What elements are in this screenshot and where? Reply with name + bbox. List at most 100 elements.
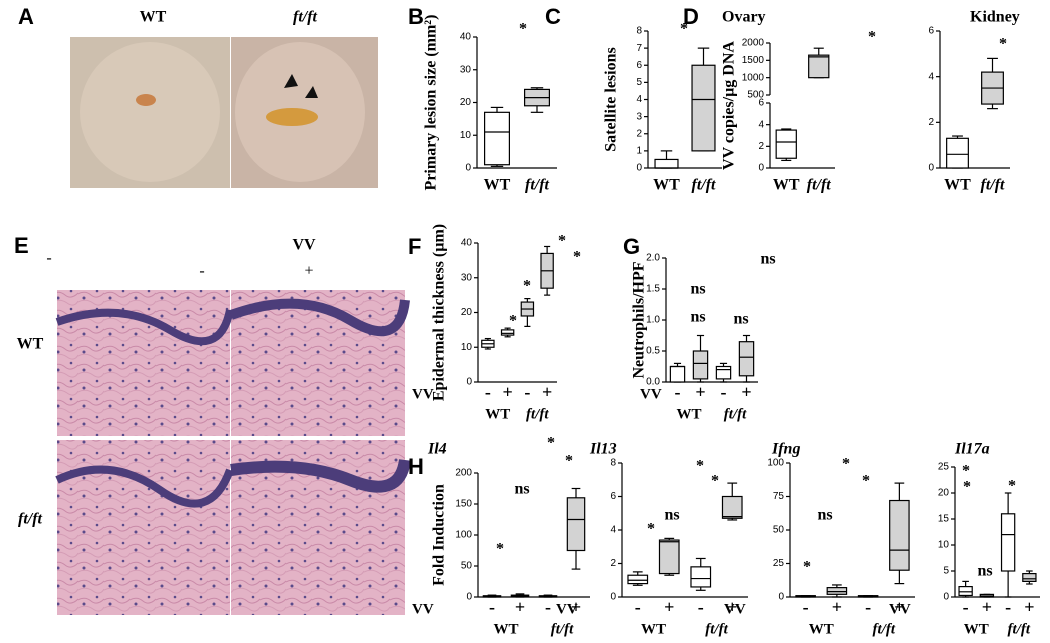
y-tick-label: 2: [928, 117, 934, 128]
box: [566, 497, 586, 552]
group-label: ft/ft: [724, 406, 747, 422]
y-tick-label: 4: [610, 525, 616, 536]
y-tick-label: 1500: [742, 55, 765, 66]
y-tick-label: 0: [466, 377, 472, 388]
box: [1022, 572, 1037, 582]
annotation: *: [565, 453, 573, 470]
x-tick-label: -: [803, 597, 809, 617]
y-axis-label: Fold Induction: [431, 484, 448, 586]
box: [691, 64, 716, 152]
x-group-label: VV: [640, 386, 662, 402]
y-tick-label: 150: [455, 499, 472, 510]
annotation: *: [711, 473, 719, 490]
x-tick-label: ft/ft: [692, 177, 717, 194]
condition-label: -: [199, 263, 204, 280]
x-group-label: VV: [412, 601, 434, 617]
y-tick-label: 6: [610, 491, 616, 502]
x-tick-label: +: [727, 597, 737, 617]
group-label: WT: [809, 621, 834, 637]
y-tick-label: 75: [773, 491, 785, 502]
annotation: ns: [733, 311, 748, 328]
y-tick-label: 2: [636, 128, 642, 139]
box: [484, 111, 511, 166]
y-tick-label: 0: [466, 592, 472, 603]
x-tick-label: WT: [944, 177, 971, 194]
y-tick-label: 100: [455, 530, 472, 541]
x-group-label: VV: [889, 601, 911, 617]
y-tick-label: 10: [460, 130, 472, 141]
y-tick-label: 0: [636, 163, 642, 174]
y-tick-label: 0: [943, 592, 949, 603]
y-tick-label: 100: [767, 458, 784, 469]
y-axis-label: Epidermal thickness (µm): [431, 224, 448, 401]
y-tick-label: 0.0: [646, 377, 660, 388]
group-label: ft/ft: [1008, 621, 1031, 637]
chart-title: Il17a: [954, 441, 990, 458]
panel-label: H: [408, 454, 424, 479]
y-tick-label: 10: [938, 540, 950, 551]
x-tick-label: -: [545, 597, 551, 617]
annotation: *: [962, 463, 970, 480]
y-tick-label: 40: [460, 32, 472, 43]
panel-label: C: [545, 4, 561, 29]
y-tick-label: 50: [773, 525, 785, 536]
group-label: ft/ft: [526, 406, 549, 422]
y-tick-label: 40: [461, 238, 473, 249]
epidermis: [55, 308, 234, 346]
y-tick-label: 1: [636, 146, 642, 157]
y-tick-label: 8: [636, 26, 642, 37]
annotation: *: [523, 278, 531, 295]
box: [690, 566, 712, 588]
annotation: *: [1008, 478, 1016, 495]
panel-label: G: [623, 234, 640, 259]
condition-label: +: [304, 263, 313, 280]
x-tick-label: +: [515, 597, 525, 617]
annotation: *: [696, 458, 704, 475]
box: [826, 587, 848, 595]
column-label: ft/ft: [293, 9, 318, 26]
box: [889, 499, 910, 571]
annotation: *: [862, 473, 870, 490]
y-tick-label: 1.0: [646, 315, 660, 326]
x-tick-label: +: [894, 597, 904, 617]
box: [658, 539, 680, 575]
annotation: *: [963, 479, 971, 496]
box: [1000, 513, 1016, 572]
epidermis: [55, 465, 234, 508]
x-tick-label: -: [485, 382, 491, 402]
y-tick-label: 20: [938, 488, 950, 499]
chart-title: Ifng: [771, 441, 800, 458]
y-tick-label: 8: [610, 458, 616, 469]
x-group-label: VV: [412, 386, 434, 402]
y-tick-label: 2.0: [646, 253, 660, 264]
y-tick-label: 1.5: [646, 284, 660, 295]
y-axis-label: Primary lesion size (mm²): [423, 15, 440, 191]
box: [715, 365, 732, 380]
annotation: ns: [514, 481, 529, 498]
x-tick-label: ft/ft: [981, 177, 1006, 194]
x-tick-label: +: [695, 382, 705, 402]
y-tick-label: 15: [938, 514, 950, 525]
annotation: ns: [817, 507, 832, 524]
y-tick-label: 25: [773, 558, 785, 569]
x-group-label: VV: [724, 601, 746, 617]
y-tick-label: 50: [461, 561, 473, 572]
y-tick-label: 30: [461, 272, 473, 283]
y-tick-label: 25: [938, 462, 950, 473]
x-tick-label: +: [1024, 597, 1034, 617]
x-tick-label: -: [865, 597, 871, 617]
y-tick-label: 200: [455, 468, 472, 479]
annotation: *: [647, 521, 655, 538]
x-tick-label: WT: [653, 177, 680, 194]
box: [721, 495, 743, 519]
y-tick-label: 0: [928, 163, 934, 174]
box: [775, 129, 797, 159]
marker: -: [46, 250, 51, 267]
photo-ft-ft: [231, 37, 378, 188]
x-tick-label: -: [1005, 597, 1011, 617]
box: [692, 350, 709, 380]
box: [654, 158, 679, 169]
y-tick-label: 0: [758, 163, 764, 174]
y-tick-label: 4: [928, 71, 934, 82]
x-tick-label: -: [489, 597, 495, 617]
